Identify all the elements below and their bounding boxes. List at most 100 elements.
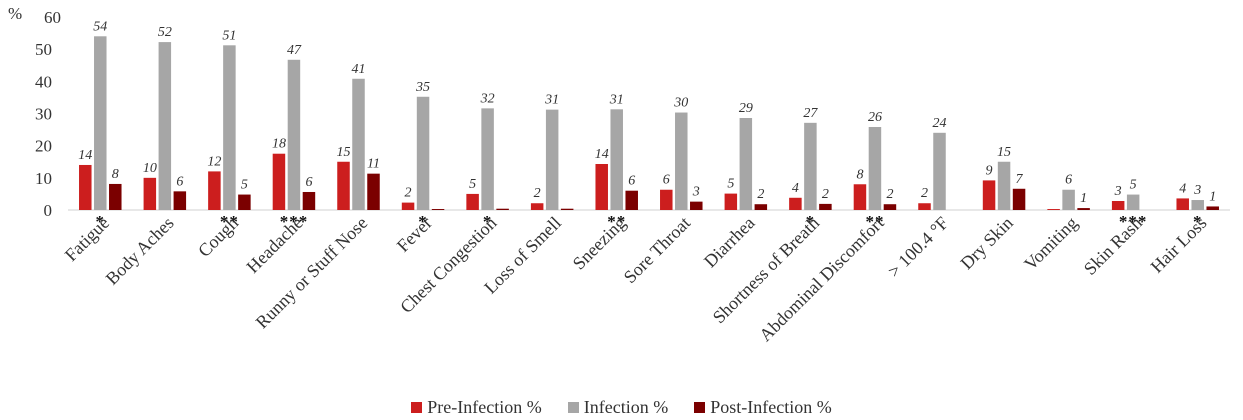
data-label: 31 [609, 92, 624, 107]
bar [1112, 201, 1125, 210]
bar [983, 180, 996, 210]
bar [1062, 190, 1075, 210]
bar [918, 203, 931, 210]
data-label: 32 [480, 91, 495, 106]
bar [273, 154, 286, 210]
data-label: 2 [405, 186, 412, 201]
legend-label-post-infection: Post-Infection % [710, 397, 831, 418]
bar [884, 204, 897, 210]
bar [725, 194, 738, 210]
bar [755, 204, 768, 210]
data-label: 2 [757, 187, 764, 202]
x-tick-label: Hair Loss [1147, 213, 1211, 277]
bar [144, 178, 157, 210]
bar [466, 194, 479, 210]
x-tick-label: > 100.4 °F [884, 213, 953, 282]
x-tick-label: Fatigue [61, 213, 113, 265]
bar [174, 191, 187, 210]
bar [417, 97, 430, 210]
data-label: 5 [1130, 178, 1137, 193]
bar [402, 203, 415, 210]
bar [352, 79, 365, 210]
data-label: 6 [628, 174, 635, 189]
data-label: 5 [727, 177, 734, 192]
data-label: 30 [673, 96, 688, 111]
legend-swatch-infection [568, 402, 579, 413]
x-tick-label: Diarrhea [700, 213, 759, 272]
data-label: 3 [1193, 183, 1201, 198]
data-label: 15 [997, 145, 1011, 160]
data-label: 51 [222, 28, 236, 43]
y-tick-label: 60 [44, 8, 61, 27]
data-label: 47 [287, 43, 302, 58]
bar [1127, 195, 1140, 210]
bar [869, 127, 882, 210]
data-label: 5 [241, 178, 248, 193]
bar [561, 209, 574, 210]
bar [109, 184, 122, 210]
bar [625, 191, 638, 210]
x-tick-label: Cough [194, 213, 242, 261]
bar [595, 164, 608, 210]
bar [998, 162, 1011, 210]
x-tick-label: Sore Throat [620, 213, 694, 287]
data-label: 41 [352, 62, 366, 77]
data-label: 11 [367, 157, 380, 172]
data-label: 14 [78, 148, 92, 163]
legend-label-pre-infection: Pre-Infection % [427, 397, 541, 418]
legend-item-pre-infection: Pre-Infection % [411, 397, 541, 418]
legend: Pre-Infection % Infection % Post-Infecti… [0, 397, 1243, 418]
data-label: 2 [822, 187, 829, 202]
bar [531, 203, 544, 210]
bar [789, 198, 802, 210]
bar [690, 202, 703, 210]
bar [1077, 208, 1090, 210]
data-label: 6 [1065, 173, 1072, 188]
bar [740, 118, 753, 210]
data-label: 27 [803, 106, 818, 121]
data-label: 18 [272, 137, 286, 152]
bar [94, 36, 107, 210]
data-label: 10 [143, 161, 157, 176]
bar [804, 123, 817, 210]
y-tick-label: 20 [35, 137, 52, 156]
data-label: 1 [1080, 191, 1087, 206]
data-label: 35 [415, 80, 430, 95]
x-tick-label: Fever [393, 213, 436, 256]
bar [1206, 206, 1219, 210]
bar [496, 209, 509, 210]
bar [546, 110, 559, 210]
data-label: 12 [207, 154, 221, 169]
data-label: 2 [886, 187, 893, 202]
legend-item-infection: Infection % [568, 397, 668, 418]
bar [854, 184, 867, 210]
data-label: 31 [544, 93, 559, 108]
bar [933, 133, 946, 210]
data-label: 9 [986, 163, 993, 178]
bar [1013, 189, 1026, 210]
bar [337, 162, 350, 210]
y-tick-label: 50 [35, 40, 52, 59]
data-label: 15 [337, 145, 351, 160]
data-label: 3 [1114, 184, 1122, 199]
data-label: 8 [856, 167, 863, 182]
data-label: 4 [1179, 181, 1186, 196]
data-label: 5 [469, 177, 476, 192]
bar [367, 174, 380, 210]
bar [610, 109, 623, 210]
bar [238, 195, 251, 210]
data-label: 8 [112, 167, 119, 182]
data-label: 2 [921, 186, 928, 201]
bar [288, 60, 301, 210]
x-tick-label: Dry Skin [956, 213, 1016, 273]
y-tick-label: 0 [44, 201, 53, 220]
data-label: 4 [792, 181, 799, 196]
data-label: 7 [1016, 172, 1024, 187]
bar [223, 45, 236, 210]
data-label: 26 [868, 110, 882, 125]
legend-swatch-pre-infection [411, 402, 422, 413]
data-label: 2 [534, 186, 541, 201]
y-tick-label: 30 [35, 105, 52, 124]
x-tick-label: Abdominal Discomfort [755, 213, 888, 346]
